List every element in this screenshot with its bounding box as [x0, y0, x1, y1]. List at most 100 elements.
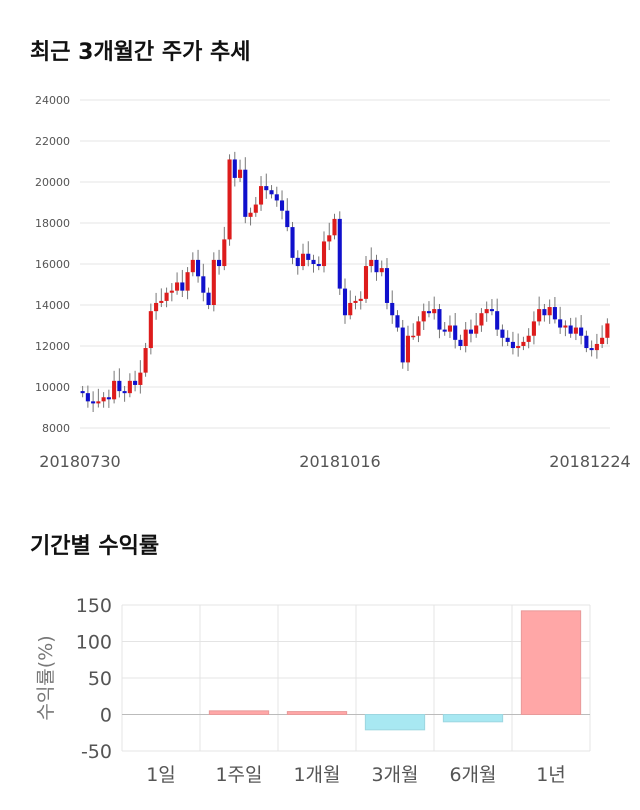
candle-body [579, 327, 584, 336]
candle-y-tick-label: 18000 [35, 217, 70, 230]
candle-body [390, 302, 395, 316]
candle-body [264, 186, 269, 191]
candle-body [306, 253, 311, 260]
candle-body [190, 259, 195, 273]
candle-body [206, 292, 211, 305]
candle-body [143, 348, 148, 373]
candle-body [416, 321, 421, 336]
candle-body [379, 268, 384, 273]
candle-body [468, 329, 473, 334]
candle-body [353, 300, 358, 303]
candle-y-tick-label: 22000 [35, 135, 70, 148]
candle-body [395, 315, 400, 328]
candle-body [510, 341, 515, 349]
candle-body [196, 259, 201, 277]
candle-body [133, 380, 138, 385]
candle-body [311, 259, 316, 264]
candle-body [421, 311, 426, 322]
candle-body [500, 329, 505, 338]
candle-body [243, 169, 248, 217]
bar-y-tick-label: 0 [100, 705, 112, 727]
candle-body [185, 272, 190, 291]
candle-y-tick-label: 14000 [35, 299, 70, 312]
candle-body [479, 313, 484, 326]
bar-category-label: 3개월 [371, 764, 418, 786]
candle-body [342, 288, 348, 316]
return-bar-4 [442, 714, 504, 723]
return-bar-2 [286, 711, 348, 716]
candle-body [180, 282, 185, 291]
candle-body [217, 259, 222, 267]
candle-x-tick-label: 20180730 [39, 452, 120, 471]
candle-body [227, 159, 232, 240]
candle-body [547, 307, 552, 316]
candle-body [238, 169, 243, 178]
candle-body [552, 307, 557, 320]
candle-body [384, 268, 390, 303]
candle-body [589, 348, 594, 351]
candle-body [138, 372, 143, 385]
candle-body [474, 325, 479, 334]
candle-body [437, 309, 442, 330]
candle-body [122, 391, 127, 394]
candle-chart-title: 최근 3개월간 주가 추세 [30, 40, 251, 65]
candle-body [484, 309, 489, 314]
candle-body [112, 380, 117, 400]
bar-y-tick-label: 50 [88, 668, 112, 690]
candle-body [169, 290, 174, 293]
bar-y-axis-label: 수익률(%) [35, 635, 57, 720]
bar-category-label: 1개월 [293, 764, 340, 786]
candle-y-tick-label: 8000 [42, 422, 70, 435]
candle-body [458, 339, 463, 346]
candle-y-tick-label: 12000 [35, 340, 70, 353]
candle-body [332, 218, 337, 236]
candle-body [274, 194, 279, 201]
bar-y-tick-label: -50 [81, 741, 112, 763]
candle-body [537, 309, 542, 322]
candle-y-tick-label: 20000 [35, 176, 70, 189]
candle-y-tick-label: 10000 [35, 381, 70, 394]
candle-body [127, 380, 132, 394]
bar-y-tick-label: 150 [76, 595, 112, 617]
candle-body [201, 276, 206, 293]
candle-y-tick-label: 24000 [35, 94, 70, 107]
candle-y-tick-label: 16000 [35, 258, 70, 271]
candle-body [568, 325, 573, 334]
candle-body [573, 327, 578, 334]
return-bar-3 [364, 714, 426, 731]
candle-body [605, 323, 610, 338]
candle-body [505, 337, 510, 342]
return-bar-5 [520, 610, 582, 716]
candle-body [117, 380, 122, 392]
candle-body [211, 259, 216, 305]
candle-body [222, 239, 227, 267]
candle-body [316, 264, 321, 267]
candle-body [290, 227, 295, 258]
candle-body [285, 210, 290, 228]
candle-body [91, 401, 96, 404]
candle-body [300, 253, 306, 267]
candle-body [106, 397, 111, 400]
candle-x-tick-label: 20181016 [299, 452, 380, 471]
candle-body [154, 302, 159, 312]
candle-body [327, 235, 332, 242]
candle-body [463, 329, 468, 346]
bar-category-label: 1년 [536, 764, 566, 786]
candle-body [101, 397, 106, 402]
candle-body [400, 327, 405, 363]
candle-body [369, 259, 374, 267]
candle-body [248, 212, 253, 217]
candle-body [269, 190, 274, 195]
candle-body [337, 218, 342, 289]
bar-y-tick-label: 100 [76, 632, 112, 654]
candle-body [516, 346, 521, 349]
return-bar-1 [208, 710, 270, 715]
candle-body [542, 309, 547, 316]
candlestick-chart: 8000 10000 12000 14000 16000 18000 20000 22000 2… [35, 94, 631, 471]
candle-body [426, 311, 432, 314]
candle-body [531, 321, 536, 336]
candle-body [374, 259, 379, 273]
candle-body [348, 302, 353, 316]
candle-body [96, 401, 101, 404]
